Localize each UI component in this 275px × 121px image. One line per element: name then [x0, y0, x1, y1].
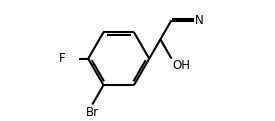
Text: OH: OH [173, 59, 191, 72]
Text: F: F [59, 52, 65, 65]
Text: Br: Br [86, 106, 99, 119]
Text: N: N [195, 14, 204, 26]
